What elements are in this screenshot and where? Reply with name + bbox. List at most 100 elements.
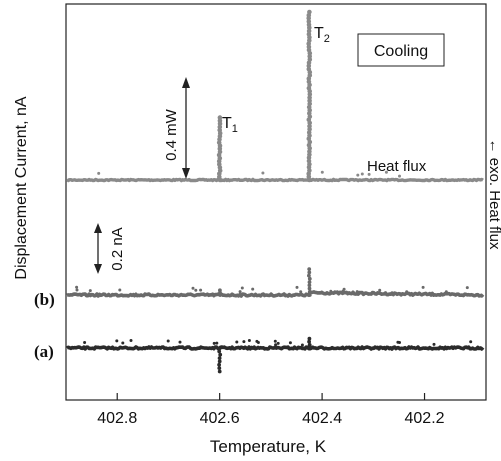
noise-point (320, 290, 324, 294)
noise-point (178, 340, 182, 344)
noise-point (238, 290, 242, 294)
noise-point (360, 172, 364, 176)
series-0 (65, 9, 484, 183)
peak-point (218, 288, 222, 293)
scale-bar-power-arrow-down (182, 168, 190, 179)
series-line (66, 290, 485, 298)
peak-point (217, 349, 222, 354)
noise-point (469, 340, 473, 344)
peak-point (218, 346, 223, 350)
peak-point (306, 158, 312, 164)
peak-point (307, 289, 312, 294)
noise-point (398, 174, 401, 178)
noise-point (378, 288, 382, 292)
peak-point (307, 267, 312, 271)
legend: Cooling (357, 33, 445, 67)
peak-point (218, 352, 223, 357)
series-line (66, 345, 485, 351)
plot-frame (65, 3, 487, 401)
peak-point (217, 359, 222, 364)
noise-point (97, 171, 101, 175)
noise-point (242, 340, 246, 344)
series-label-a: (a) (34, 342, 54, 361)
heat-flux-label: Heat flux (367, 158, 427, 175)
x-tick-label: 402.8 (97, 410, 137, 427)
scale-bar-current-label: 0.2 nA (109, 227, 126, 270)
peak-point (307, 98, 312, 104)
x-axis-label: Temperature, K (210, 437, 327, 456)
noise-point (320, 170, 324, 174)
peak-point (217, 356, 222, 360)
noise-point (432, 342, 436, 346)
svg-text:T1: T1 (222, 115, 238, 135)
noise-point (191, 286, 195, 290)
peak-point (307, 346, 312, 350)
noise-point (300, 343, 304, 347)
noise-point (255, 339, 259, 343)
annotation-t1-main: T (222, 115, 232, 132)
peak-point (307, 276, 312, 281)
annotation-t2-sub: 2 (324, 33, 330, 45)
noise-point (367, 172, 371, 176)
series-2 (66, 336, 485, 374)
annotation-t1: T1 (222, 115, 238, 135)
scale-bar-power-arrow-up (182, 77, 190, 88)
noise-point (329, 289, 333, 293)
noise-point (88, 289, 92, 293)
noise-point (288, 341, 292, 345)
noise-point (83, 341, 87, 344)
peak-point (307, 127, 312, 132)
peak-point (307, 286, 312, 291)
noise-point (356, 173, 360, 177)
peak-point (307, 280, 312, 284)
annotation-t1-sub: 1 (232, 123, 238, 135)
x-tick-label: 402.6 (200, 410, 240, 427)
peak-point (307, 54, 313, 59)
series-label-b: (b) (34, 290, 55, 309)
series-1 (66, 267, 485, 298)
peak-point (217, 366, 222, 370)
noise-point (247, 339, 251, 342)
peak-point (307, 293, 312, 297)
noise-point (75, 288, 79, 292)
noise-point (341, 289, 345, 293)
y-axis-label-right: ← exo. Heat flux (486, 139, 501, 250)
y-axis-label: Displacement Current, nA (13, 96, 30, 280)
noise-point (129, 339, 133, 342)
noise-point (384, 170, 388, 174)
annotation-t2-main: T (314, 25, 324, 42)
noise-point (355, 290, 359, 294)
noise-point (276, 341, 280, 345)
scale-bar-current-arrow-up (94, 223, 102, 233)
x-tick-label: 402.4 (302, 410, 342, 427)
noise-point (215, 341, 219, 345)
noise-point (396, 340, 400, 344)
noise-point (118, 288, 122, 292)
noise-point (199, 288, 203, 292)
noise-point (212, 341, 216, 345)
x-tick-label: 402.2 (405, 410, 445, 427)
noise-point (299, 290, 303, 294)
noise-point (261, 171, 265, 175)
noise-point (121, 341, 125, 345)
noise-point (405, 290, 409, 294)
noise-point (166, 339, 170, 343)
noise-point (295, 285, 299, 289)
scale-bar-current-arrow-down (94, 264, 102, 274)
x-axis-ticks: 402.8 402.6 402.4 402.2 (97, 393, 445, 427)
noise-point (421, 285, 425, 289)
peak-point (307, 283, 312, 288)
peak-point (307, 336, 312, 341)
svg-text:T2: T2 (314, 25, 330, 45)
peak-point (217, 115, 223, 120)
peak-point (307, 92, 313, 97)
peak-point (307, 339, 311, 344)
series-traces (65, 9, 485, 374)
peak-point (217, 369, 222, 374)
peak-point (217, 362, 222, 367)
noise-point (274, 343, 278, 347)
noise-point (465, 286, 469, 290)
peak-point (306, 19, 312, 24)
noise-point (273, 339, 277, 343)
